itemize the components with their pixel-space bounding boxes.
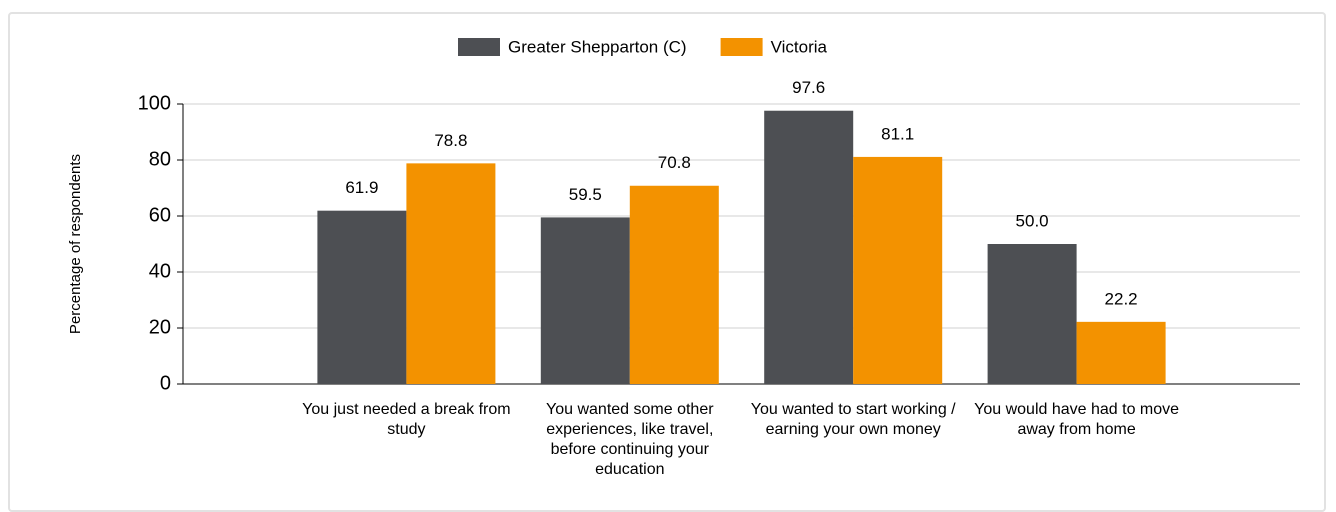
y-tick-label: 40 [149,260,171,282]
x-tick-label: You would have had to move away from hom… [974,401,1180,438]
y-tick-label: 100 [138,92,171,114]
bar [629,185,719,384]
x-tick-label: You just needed a break from study [302,401,511,438]
bar [1076,321,1166,384]
data-label: 22.2 [1105,289,1138,308]
data-label: 50.0 [1016,211,1049,230]
data-label: 81.1 [881,124,914,143]
y-tick-label: 60 [149,204,171,226]
x-tick-label: You wanted some other experiences, like … [546,401,714,478]
y-axis-label: Percentage of respondents [67,154,84,334]
bar [317,210,407,384]
data-label: 97.6 [792,78,825,97]
x-tick-label: You wanted to start working / earning yo… [750,401,956,438]
legend-swatch [458,38,500,56]
bar [406,163,496,384]
data-label: 70.8 [658,153,691,172]
data-label: 78.8 [434,131,467,150]
data-label: 61.9 [345,178,378,197]
legend-swatch [720,38,763,56]
y-tick-label: 80 [149,148,171,170]
bar [853,156,943,384]
y-tick-label: 20 [149,316,171,338]
y-tick-label: 0 [160,372,171,394]
bar [540,217,630,384]
data-label: 59.5 [569,185,602,204]
bar [764,110,854,384]
legend-label: Victoria [771,37,828,56]
bar [987,244,1077,384]
legend-label: Greater Shepparton (C) [508,37,687,56]
